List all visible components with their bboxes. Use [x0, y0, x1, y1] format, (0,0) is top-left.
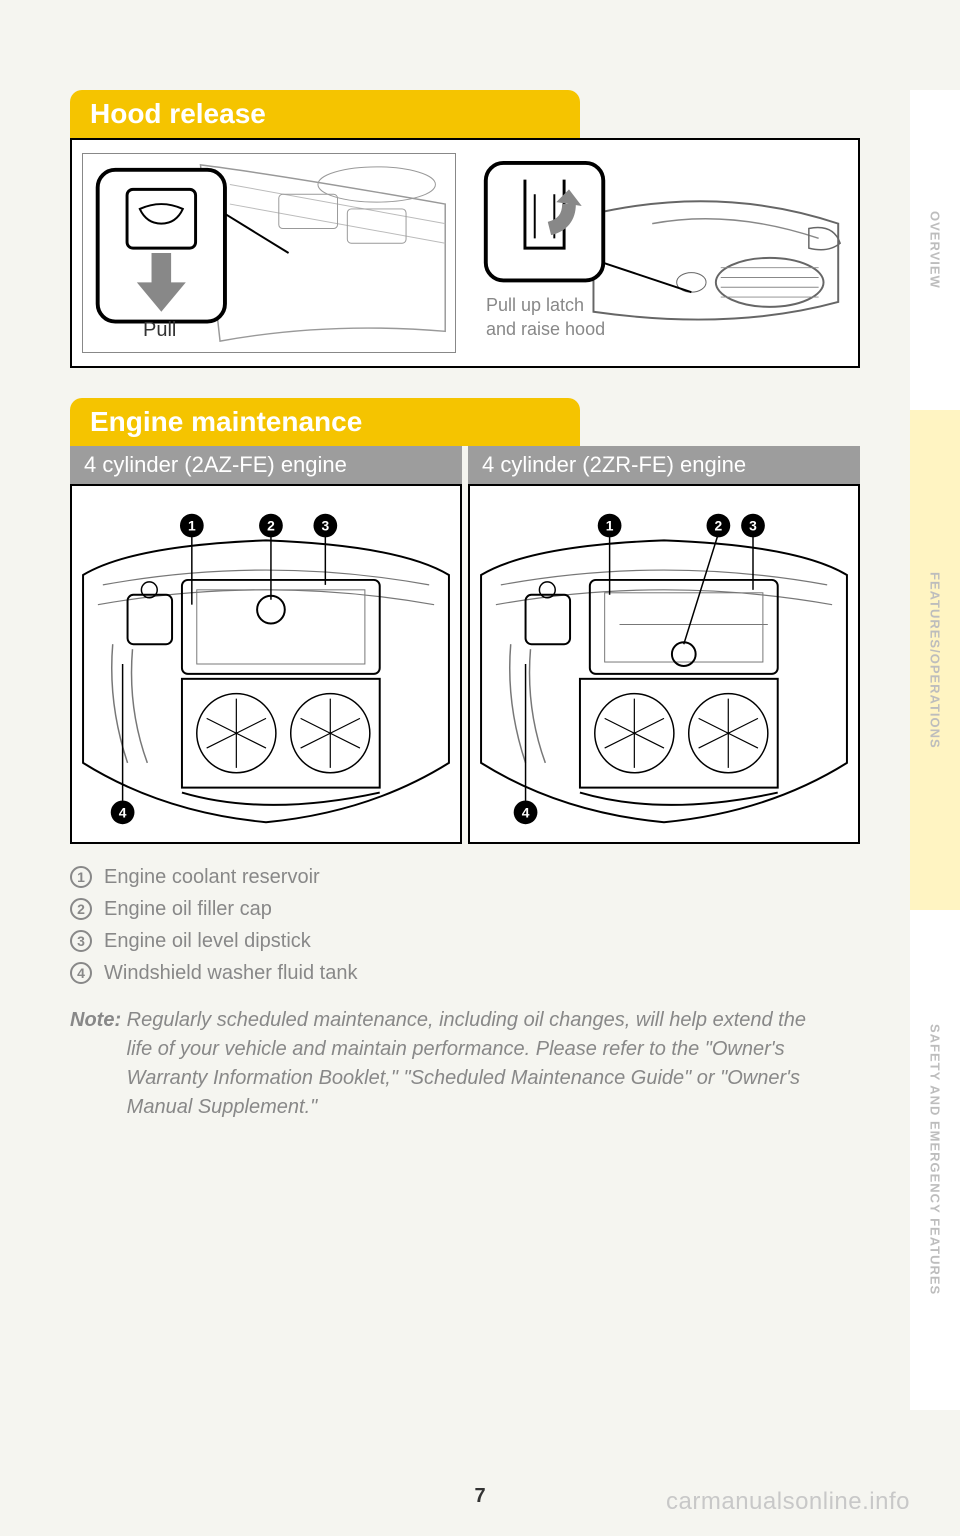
- engine-images-row: 1 2 3 4: [70, 484, 860, 844]
- svg-text:1: 1: [188, 518, 196, 534]
- svg-text:4: 4: [119, 804, 127, 820]
- svg-text:1: 1: [606, 518, 614, 534]
- engine-2zr-diagram: 1 2 3 4: [468, 484, 860, 844]
- latch-label: Pull up latch and raise hood: [486, 294, 605, 341]
- svg-text:2: 2: [715, 518, 723, 534]
- engine-sub-2zr: 4 cylinder (2ZR-FE) engine: [468, 446, 860, 484]
- svg-text:4: 4: [522, 804, 530, 820]
- legend-text-2: Engine oil filler cap: [104, 894, 272, 924]
- svg-text:3: 3: [321, 518, 329, 534]
- svg-text:2: 2: [267, 518, 275, 534]
- engine-subheader-row: 4 cylinder (2AZ-FE) engine 4 cylinder (2…: [70, 446, 860, 484]
- pull-label: Pull: [143, 319, 176, 342]
- legend-row-3: 3 Engine oil level dipstick: [70, 926, 860, 956]
- watermark: carmanualsonline.info: [666, 1488, 910, 1516]
- note-label: Note:: [70, 1009, 121, 1031]
- tab-overview[interactable]: OVERVIEW: [910, 90, 960, 410]
- legend-num-1: 1: [70, 866, 92, 888]
- svg-text:3: 3: [749, 518, 757, 534]
- latch-label-line1: Pull up latch: [486, 294, 605, 317]
- legend-row-1: 1 Engine coolant reservoir: [70, 862, 860, 892]
- note-body: Regularly scheduled maintenance, includi…: [127, 1006, 817, 1122]
- engine-maintenance-header: Engine maintenance: [70, 398, 580, 446]
- engine-legend: 1 Engine coolant reservoir 2 Engine oil …: [70, 862, 860, 988]
- legend-text-4: Windshield washer fluid tank: [104, 958, 357, 988]
- hood-latch-diagram: Pull up latch and raise hood: [476, 153, 848, 353]
- hood-release-box: Pull Pul: [70, 138, 860, 368]
- legend-row-4: 4 Windshield washer fluid tank: [70, 958, 860, 988]
- side-tabs: OVERVIEW FEATURES/OPERATIONS SAFETY AND …: [910, 0, 960, 1536]
- tab-safety[interactable]: SAFETY AND EMERGENCY FEATURES: [910, 910, 960, 1410]
- latch-label-line2: and raise hood: [486, 318, 605, 341]
- hood-release-header: Hood release: [70, 90, 580, 138]
- hood-pull-diagram: Pull: [82, 153, 456, 353]
- legend-num-4: 4: [70, 962, 92, 984]
- page-content: Hood release Pull: [70, 90, 860, 1122]
- legend-text-3: Engine oil level dipstick: [104, 926, 311, 956]
- engine-section: Engine maintenance 4 cylinder (2AZ-FE) e…: [70, 398, 860, 1122]
- legend-num-2: 2: [70, 898, 92, 920]
- legend-row-2: 2 Engine oil filler cap: [70, 894, 860, 924]
- engine-sub-2az: 4 cylinder (2AZ-FE) engine: [70, 446, 462, 484]
- engine-2az-diagram: 1 2 3 4: [70, 484, 462, 844]
- legend-text-1: Engine coolant reservoir: [104, 862, 320, 892]
- maintenance-note: Note: Regularly scheduled maintenance, i…: [70, 1006, 860, 1122]
- tab-features[interactable]: FEATURES/OPERATIONS: [910, 410, 960, 910]
- legend-num-3: 3: [70, 930, 92, 952]
